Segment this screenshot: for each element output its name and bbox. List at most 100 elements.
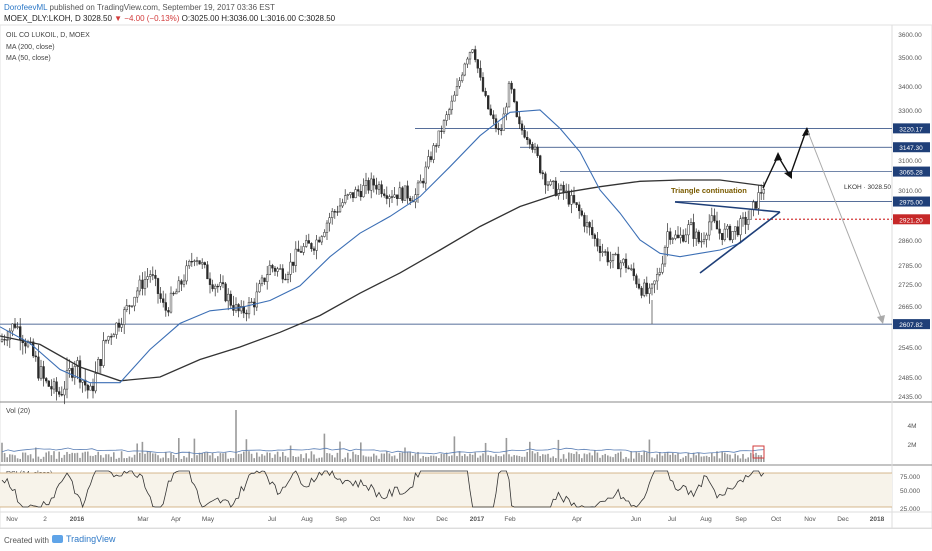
candle-body <box>754 201 758 209</box>
candle-body <box>47 380 50 387</box>
time-tick-label: 2 <box>43 516 47 523</box>
volume-highlight-box <box>752 445 765 459</box>
volume-bar <box>175 457 177 462</box>
volume-bar <box>35 447 37 462</box>
candle-body <box>403 185 407 201</box>
volume-bar <box>211 452 214 462</box>
volume-bar <box>464 454 466 462</box>
candle-body <box>250 301 253 304</box>
ma200-label: MA (200, close) <box>6 44 55 51</box>
volume-bar <box>230 458 232 462</box>
candle-body <box>216 285 219 288</box>
candle-body <box>294 248 297 266</box>
candle-body <box>323 232 326 237</box>
candle-body <box>614 253 617 256</box>
candle-body <box>598 246 602 253</box>
volume-bar <box>591 455 593 462</box>
volume-bar <box>617 452 619 462</box>
candle-body <box>736 226 739 236</box>
candle-body <box>227 293 230 302</box>
volume-bar <box>201 452 203 462</box>
volume-bar <box>653 458 656 462</box>
author-link[interactable]: DorofeevML <box>4 3 48 12</box>
candle-body <box>624 258 628 269</box>
volume-bar <box>334 457 336 462</box>
drawing-tools[interactable] <box>674 127 885 459</box>
volume-bar <box>308 458 310 462</box>
volume-bar <box>102 457 105 462</box>
volume-bar <box>531 451 534 462</box>
price-tick-label: 2545.00 <box>898 345 922 352</box>
candle-body <box>193 260 196 262</box>
level-tag-3147-30 <box>893 142 930 153</box>
volume-bar <box>666 452 669 462</box>
volume-bar <box>100 455 102 462</box>
volume-bar <box>185 457 188 462</box>
candle-body <box>279 268 282 270</box>
price-tick-label: 3010.00 <box>898 188 922 195</box>
volume-bar <box>674 454 677 462</box>
volume-bar <box>302 458 305 462</box>
time-tick-label: Dec <box>837 516 849 523</box>
volume-bar <box>755 452 757 462</box>
volume-bar <box>432 455 435 462</box>
volume-bar <box>19 458 21 462</box>
candle-body <box>349 192 352 195</box>
candle-body <box>104 339 108 342</box>
arrowhead-down <box>877 315 885 324</box>
volume-bar <box>292 456 294 462</box>
candle-body <box>206 264 209 280</box>
volume-bar <box>417 451 419 462</box>
candle-body <box>674 234 677 239</box>
price-chart[interactable]: 3220.17 3147.30 3065.28 2975.00 2921.20 2607.… <box>0 0 932 528</box>
volume-bar <box>94 454 97 462</box>
volume-bar <box>196 455 198 462</box>
candle-body <box>658 272 661 275</box>
level-label-3147-30: 3147.30 <box>899 145 923 152</box>
candle-body <box>125 305 128 311</box>
candle-body <box>37 356 40 379</box>
volume-bar <box>188 451 190 462</box>
candle-body <box>221 282 225 285</box>
volume-bar <box>22 452 24 462</box>
candle-body <box>398 187 401 199</box>
candle-body <box>549 181 552 186</box>
volume-bar <box>614 453 617 462</box>
time-tick-label: Apr <box>572 516 583 523</box>
volume-bar <box>191 458 193 462</box>
volume-bar <box>110 456 112 462</box>
tradingview-link[interactable]: TradingView <box>52 534 116 544</box>
volume-bar <box>58 451 60 462</box>
candle-body <box>752 201 755 210</box>
volume-bar <box>321 457 323 462</box>
volume-bar <box>633 458 635 462</box>
volume-bar <box>409 451 411 462</box>
volume-bar <box>716 451 718 462</box>
time-tick-label: 2016 <box>70 516 85 523</box>
volume-bar <box>248 451 250 462</box>
candle-body <box>367 180 370 191</box>
candle-body <box>650 283 654 289</box>
candle-body <box>58 391 61 395</box>
candle-body <box>695 231 698 239</box>
volume-bar <box>721 451 723 462</box>
volume-bar <box>261 454 263 462</box>
price-tick-label: 2485.00 <box>898 375 922 382</box>
candle-body <box>583 214 586 227</box>
volume-bar <box>523 456 526 462</box>
candle-body <box>429 156 433 160</box>
candle-body <box>552 180 555 183</box>
candle-body <box>81 379 84 383</box>
volume-bar <box>599 457 601 462</box>
candle-body <box>149 274 152 277</box>
candle-body <box>245 312 248 315</box>
candle-body <box>656 274 659 282</box>
ma200-line <box>0 179 766 382</box>
volume-bar <box>32 458 34 462</box>
candle-body <box>630 268 633 270</box>
candle-body <box>682 234 685 242</box>
volume-bar <box>435 456 437 462</box>
candle-body <box>440 130 443 132</box>
volume-bar <box>92 456 94 462</box>
triangle-annotation: Triangle continuation <box>671 186 747 195</box>
